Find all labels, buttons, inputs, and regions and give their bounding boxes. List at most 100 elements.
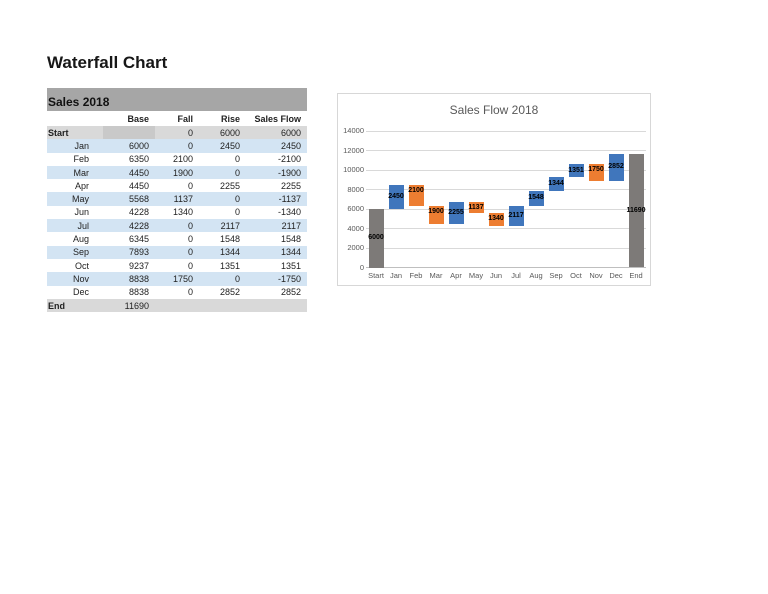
gridline-8000 bbox=[366, 189, 646, 190]
cell-sales-flow[interactable]: -2100 bbox=[277, 154, 301, 165]
cell-rise[interactable]: 0 bbox=[234, 194, 240, 205]
cell-rise[interactable]: 0 bbox=[234, 154, 240, 165]
cell-base[interactable]: 6000 bbox=[128, 140, 149, 151]
cell-base[interactable]: 4228 bbox=[128, 220, 149, 231]
bar-sep[interactable]: 1344 bbox=[548, 177, 564, 191]
row-label[interactable]: Jan bbox=[74, 140, 89, 151]
table-header-fall[interactable]: Fall bbox=[177, 113, 193, 124]
cell-fall[interactable]: 0 bbox=[187, 234, 193, 245]
row-label[interactable]: End bbox=[48, 300, 65, 311]
cell-base[interactable]: 6345 bbox=[128, 234, 149, 245]
bar-start[interactable]: 6000 bbox=[368, 209, 384, 268]
bar-may[interactable]: 1137 bbox=[468, 202, 484, 214]
x-tick-label-jan: Jan bbox=[389, 271, 403, 280]
cell-sales-flow[interactable]: 1548 bbox=[280, 234, 301, 245]
cell-base[interactable]: 11690 bbox=[124, 300, 149, 311]
cell-rise[interactable]: 6000 bbox=[219, 127, 240, 138]
cell-rise[interactable]: 2255 bbox=[219, 180, 240, 191]
row-label[interactable]: Jul bbox=[77, 220, 89, 231]
cell-fall[interactable]: 0 bbox=[187, 287, 193, 298]
cell-base[interactable]: 5568 bbox=[128, 194, 149, 205]
cell-sales-flow[interactable] bbox=[246, 299, 307, 312]
bar-dec[interactable]: 2852 bbox=[608, 153, 624, 182]
cell-base[interactable] bbox=[103, 126, 155, 140]
cell-sales-flow[interactable]: -1900 bbox=[277, 167, 301, 178]
row-label[interactable]: Mar bbox=[73, 167, 90, 178]
table-row-jun: Jun 4228 1340 0 -1340 bbox=[47, 206, 307, 219]
bar-mar[interactable]: 1900 bbox=[428, 205, 444, 225]
cell-fall[interactable]: 0 bbox=[187, 247, 193, 258]
cell-sales-flow[interactable]: -1137 bbox=[278, 194, 301, 205]
row-label[interactable]: Nov bbox=[72, 273, 89, 284]
cell-rise[interactable]: 1548 bbox=[219, 234, 240, 245]
cell-sales-flow[interactable]: -1750 bbox=[277, 273, 301, 284]
cell-rise[interactable] bbox=[199, 299, 246, 312]
cell-base[interactable]: 9237 bbox=[128, 260, 149, 271]
cell-base[interactable]: 4228 bbox=[128, 207, 149, 218]
cell-sales-flow[interactable]: 6000 bbox=[280, 127, 301, 138]
table-header-base[interactable]: Base bbox=[127, 113, 149, 124]
cell-fall[interactable] bbox=[155, 299, 199, 312]
bar-feb[interactable]: 2100 bbox=[408, 185, 424, 206]
x-tick-label-jul: Jul bbox=[511, 271, 521, 280]
cell-sales-flow[interactable]: 2255 bbox=[280, 180, 301, 191]
table-header-empty[interactable] bbox=[47, 111, 103, 126]
cell-sales-flow[interactable]: 2117 bbox=[281, 220, 301, 231]
row-label[interactable]: Dec bbox=[72, 287, 89, 298]
cell-rise[interactable]: 2117 bbox=[220, 220, 240, 231]
x-tick-label-end: End bbox=[629, 271, 643, 280]
table-title-band[interactable]: Sales 2018 bbox=[47, 88, 307, 111]
cell-fall[interactable]: 0 bbox=[187, 220, 193, 231]
cell-fall[interactable]: 0 bbox=[187, 127, 193, 138]
cell-rise[interactable]: 2450 bbox=[219, 140, 240, 151]
cell-rise[interactable]: 0 bbox=[234, 167, 240, 178]
row-label[interactable]: Start bbox=[48, 127, 69, 138]
cell-sales-flow[interactable]: 2852 bbox=[280, 287, 301, 298]
bar-aug[interactable]: 1548 bbox=[528, 190, 544, 206]
cell-rise[interactable]: 1351 bbox=[219, 260, 240, 271]
table-header-sales-flow[interactable]: Sales Flow bbox=[254, 113, 301, 124]
cell-fall[interactable]: 1340 bbox=[172, 207, 193, 218]
bar-jun[interactable]: 1340 bbox=[488, 213, 504, 227]
cell-sales-flow[interactable]: -1340 bbox=[277, 207, 301, 218]
bar-jul[interactable]: 2117 bbox=[508, 205, 524, 227]
cell-rise[interactable]: 0 bbox=[234, 273, 240, 284]
row-label[interactable]: Feb bbox=[73, 154, 89, 165]
bar-end[interactable]: 11690 bbox=[626, 153, 646, 268]
bar-apr[interactable]: 2255 bbox=[448, 202, 464, 225]
row-label[interactable]: May bbox=[71, 194, 89, 205]
row-label[interactable]: Aug bbox=[72, 234, 89, 245]
row-label[interactable]: Oct bbox=[74, 260, 89, 271]
cell-rise[interactable]: 0 bbox=[234, 207, 240, 218]
cell-fall[interactable]: 0 bbox=[187, 260, 193, 271]
cell-base[interactable]: 4450 bbox=[128, 180, 149, 191]
cell-sales-flow[interactable]: 1344 bbox=[280, 247, 301, 258]
cell-fall[interactable]: 0 bbox=[187, 140, 193, 151]
cell-rise[interactable]: 1344 bbox=[219, 247, 240, 258]
cell-fall[interactable]: 1750 bbox=[172, 273, 193, 284]
table-row-may: May 5568 1137 0 -1137 bbox=[47, 192, 307, 206]
row-label[interactable]: Jun bbox=[74, 207, 89, 218]
cell-sales-flow[interactable]: 1351 bbox=[280, 260, 301, 271]
cell-base[interactable]: 4450 bbox=[128, 167, 149, 178]
cell-base[interactable]: 8838 bbox=[128, 287, 149, 298]
cell-fall[interactable]: 1137 bbox=[173, 194, 193, 205]
row-label[interactable]: Apr bbox=[74, 180, 89, 191]
cell-rise[interactable]: 2852 bbox=[219, 287, 240, 298]
x-tick-label-nov: Nov bbox=[589, 271, 603, 280]
bar-nov[interactable]: 1750 bbox=[588, 164, 604, 182]
bar-oct[interactable]: 1351 bbox=[568, 164, 584, 178]
cell-sales-flow[interactable]: 2450 bbox=[280, 140, 301, 151]
cell-base[interactable]: 6350 bbox=[128, 154, 149, 165]
waterfall-chart-area[interactable]: Sales Flow 2018 0 2000 4000 6000 8000 10000 12… bbox=[337, 93, 651, 286]
bar-jan[interactable]: 2450 bbox=[388, 185, 404, 209]
cell-base[interactable]: 8838 bbox=[128, 273, 149, 284]
row-label[interactable]: Sep bbox=[72, 247, 89, 258]
cell-base[interactable]: 7893 bbox=[128, 247, 149, 258]
cell-fall[interactable]: 2100 bbox=[172, 154, 193, 165]
cell-fall[interactable]: 0 bbox=[187, 180, 193, 191]
bar-value-label: 2255 bbox=[448, 209, 464, 217]
bar-value-label: 2450 bbox=[388, 193, 404, 201]
cell-fall[interactable]: 1900 bbox=[172, 167, 193, 178]
table-header-rise[interactable]: Rise bbox=[220, 113, 240, 124]
